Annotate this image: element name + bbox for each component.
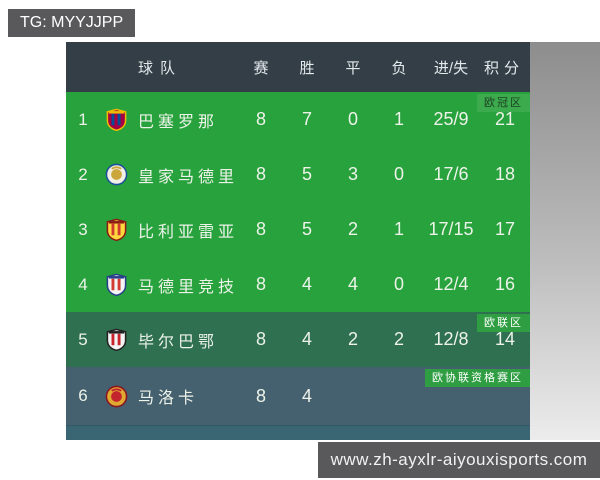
played-cell: 8 [255,219,266,239]
rank-cell: 1 [78,109,88,129]
header-wins: 胜 [299,59,315,77]
header-team: 球队 [138,59,183,77]
points-cell: 17 [494,219,516,239]
zone-badge: 欧联区 [477,314,530,332]
points-cell: 18 [494,164,516,184]
header-points: 积分 [483,59,524,77]
goals-cell: 12/4 [433,274,469,294]
played-cell: 8 [255,164,266,184]
played-cell: 8 [255,274,266,294]
rank-cell: 2 [78,164,88,184]
goals-cell: 17/6 [433,164,469,184]
rank-cell: 3 [78,219,88,239]
site-url-bar: www.zh-ayxlr-aiyouxisports.com [318,442,600,478]
real-madrid-crest-icon [100,163,132,186]
rank-cell: 6 [78,386,88,405]
team-name: 毕尔巴鄂 [138,333,219,351]
team-name: 皇家马德里 [138,168,238,186]
right-edge-shadow [530,42,600,440]
rank-cell: 5 [78,329,88,349]
barcelona-crest-icon [100,108,132,131]
losses-cell: 2 [393,329,404,349]
wins-cell: 4 [301,274,312,294]
telegram-badge: TG: MYYJJPP [8,9,136,37]
played-cell: 8 [255,385,266,406]
losses-cell: 1 [393,109,404,129]
table-row: 4 马德里竞技 8 4 4 0 12/4 16 [66,257,530,312]
draws-cell: 2 [347,329,358,349]
table-row: 6 马洛卡 8 4 欧协联资格赛区 [66,367,530,425]
team-name: 比利亚雷亚尔 [138,223,238,241]
telegram-badge-text: TG: MYYJJPP [20,14,124,31]
losses-cell: 0 [393,274,404,294]
header-losses: 负 [391,59,407,77]
rank-cell: 4 [78,274,88,294]
draws-cell: 4 [347,274,358,294]
team-name: 马洛卡 [138,390,199,407]
losses-cell: 0 [393,164,404,184]
draws-cell: 2 [347,219,358,239]
table-row: 2 皇家马德里 8 5 3 0 17/6 18 [66,147,530,202]
table-row: 5 毕尔巴鄂 8 4 2 2 12/8 14 欧联区 [66,312,530,367]
header-played: 赛 [253,59,269,77]
mallorca-crest-icon [100,385,132,408]
zone-badge: 欧冠区 [477,94,530,112]
table-header-row: 球队 赛 胜 平 负 进/失 积分 [66,42,530,92]
draws-cell: 0 [347,109,358,129]
played-cell: 8 [255,109,266,129]
header-draws: 平 [345,59,361,77]
goals-cell: 25/9 [433,109,469,129]
points-cell: 21 [494,109,516,129]
points-cell: 16 [494,274,516,294]
header-goals: 进/失 [433,59,469,77]
team-name: 巴塞罗那 [138,113,219,131]
wins-cell: 5 [301,164,312,184]
table-body: 1 巴塞罗那 8 7 0 1 25/9 21 欧冠区 2 皇家马德里 8 5 3 0 17/6 18 3 比利亚雷亚… [66,92,530,425]
athletic-bilbao-crest-icon [100,328,132,351]
table-row: 3 比利亚雷亚尔 8 5 2 1 17/15 17 [66,202,530,257]
losses-cell: 1 [393,219,404,239]
goals-cell: 17/15 [428,219,474,239]
wins-cell: 7 [301,109,312,129]
standings-table: 球队 赛 胜 平 负 进/失 积分 1 巴塞罗那 8 7 0 1 25/9 21 欧冠区 2 皇家马… [66,42,530,440]
points-cell: 14 [494,329,516,349]
wins-cell: 4 [301,385,312,406]
site-url-text: www.zh-ayxlr-aiyouxisports.com [330,450,588,469]
wins-cell: 4 [301,329,312,349]
table-row: 1 巴塞罗那 8 7 0 1 25/9 21 欧冠区 [66,92,530,147]
partial-next-row [66,425,530,440]
goals-cell: 12/8 [433,329,469,349]
played-cell: 8 [255,329,266,349]
team-name: 马德里竞技 [138,278,238,296]
zone-badge: 欧协联资格赛区 [425,369,530,387]
draws-cell: 3 [347,164,358,184]
villarreal-crest-icon [100,218,132,241]
atletico-madrid-crest-icon [100,273,132,296]
wins-cell: 5 [301,219,312,239]
